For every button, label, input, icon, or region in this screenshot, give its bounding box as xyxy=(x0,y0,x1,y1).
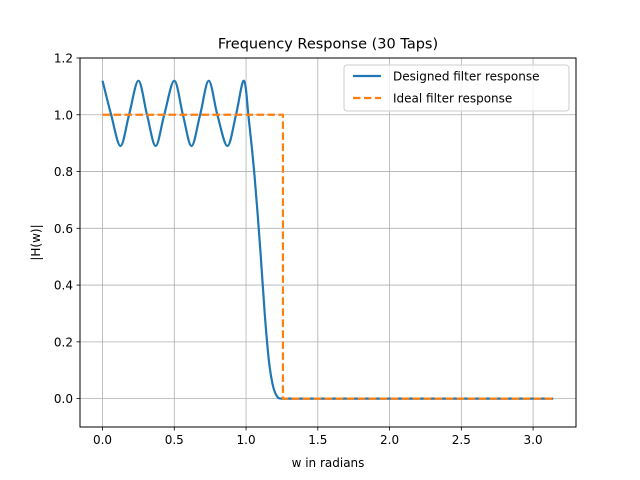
y-tick-label: 0.2 xyxy=(54,335,73,349)
y-tick-label: 1.2 xyxy=(54,52,73,66)
ideal-filter-response-line xyxy=(102,113,554,400)
designed-filter-response-line xyxy=(101,79,554,400)
x-tick-label: 1.0 xyxy=(237,433,256,447)
chart-title: Frequency Response (30 Taps) xyxy=(218,37,438,53)
x-tick-label: 1.5 xyxy=(308,433,327,447)
y-axis-label: |H(w)| xyxy=(29,224,43,260)
y-tick-label: 1.0 xyxy=(54,108,73,122)
x-axis-label: w in radians xyxy=(292,456,365,470)
series-layer xyxy=(101,79,554,400)
x-tick-label: 0.5 xyxy=(165,433,184,447)
y-tick-label: 0.0 xyxy=(54,392,73,406)
legend-label-designed: Designed filter response xyxy=(393,70,539,84)
plot-frame xyxy=(79,57,577,428)
legend: Designed filter response Ideal filter re… xyxy=(343,64,570,112)
x-tick-label: 2.5 xyxy=(452,433,471,447)
x-tick-label: 0.0 xyxy=(93,433,112,447)
tick-layer: 0.0 0.5 1.0 1.5 2.0 2.5 3.0 0.0 0.2 0.4 0.6 0.8 1.0 1… xyxy=(54,52,543,448)
x-tick-label: 3.0 xyxy=(524,433,543,447)
legend-box xyxy=(343,64,570,112)
x-tick-label: 2.0 xyxy=(380,433,399,447)
y-tick-label: 0.4 xyxy=(54,279,73,293)
y-tick-label: 0.8 xyxy=(54,165,73,179)
legend-label-ideal: Ideal filter response xyxy=(393,92,512,106)
y-tick-label: 0.6 xyxy=(54,222,73,236)
